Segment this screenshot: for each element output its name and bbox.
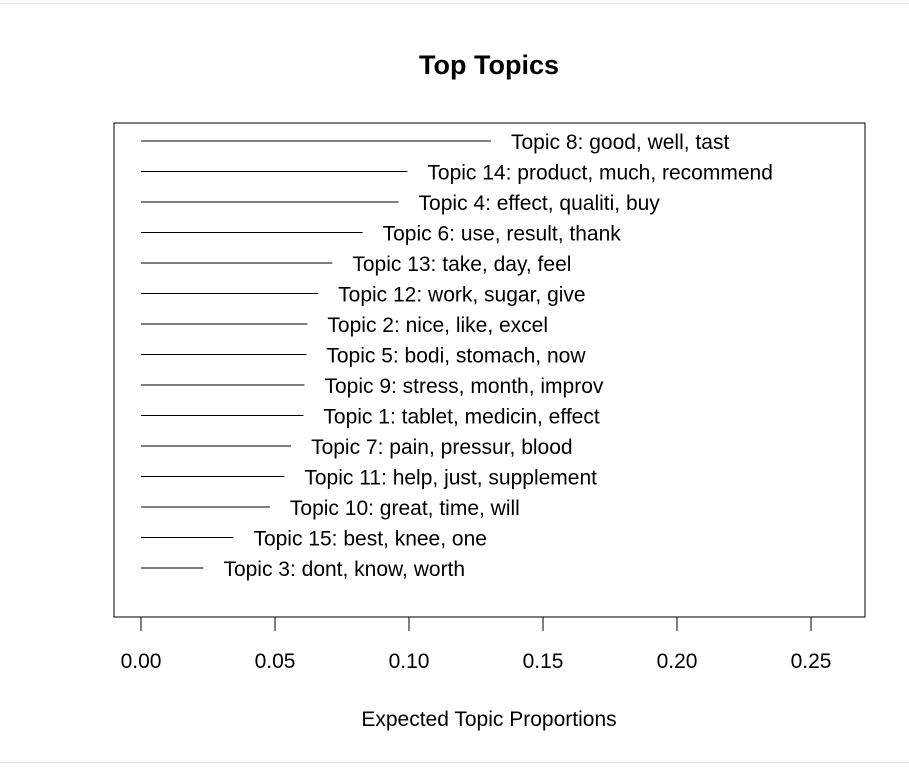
topic-label: Topic 2: nice, like, excel xyxy=(327,314,548,337)
topic-label: Topic 5: bodi, stomach, now xyxy=(326,345,586,368)
x-tick-label: 0.10 xyxy=(389,650,430,673)
x-axis: 0.00 0.05 0.10 0.15 0.20 0.25 xyxy=(121,616,832,673)
topic-label: Topic 12: work, sugar, give xyxy=(338,284,585,307)
x-axis-label: Expected Topic Proportions xyxy=(361,708,616,731)
topic-label: Topic 3: dont, know, worth xyxy=(223,558,465,581)
bottom-divider xyxy=(0,762,909,763)
topic-label: Topic 7: pain, pressur, blood xyxy=(311,436,572,459)
top-divider xyxy=(0,3,909,4)
chart-title: Top Topics xyxy=(419,50,559,80)
topic-label: Topic 11: help, just, supplement xyxy=(304,467,597,490)
chart-marks: Topic 8: good, well, tast Topic 14: produ… xyxy=(141,131,773,581)
x-tick-label: 0.15 xyxy=(523,650,564,673)
topic-label: Topic 9: stress, month, improv xyxy=(324,375,603,398)
x-tick-label: 0.05 xyxy=(255,650,296,673)
topic-label: Topic 14: product, much, recommend xyxy=(427,162,772,185)
x-tick-label: 0.20 xyxy=(657,650,698,673)
topic-label: Topic 8: good, well, tast xyxy=(511,131,729,154)
topic-label: Topic 13: take, day, feel xyxy=(352,253,571,276)
x-tick-label: 0.00 xyxy=(121,650,162,673)
topic-label: Topic 4: effect, qualiti, buy xyxy=(419,192,661,215)
topic-label: Topic 10: great, time, will xyxy=(290,497,520,520)
x-tick-label: 0.25 xyxy=(791,650,832,673)
topic-label: Topic 15: best, knee, one xyxy=(253,528,487,551)
topic-label: Topic 1: tablet, medicin, effect xyxy=(323,406,599,429)
topic-label: Topic 6: use, result, thank xyxy=(383,223,622,246)
